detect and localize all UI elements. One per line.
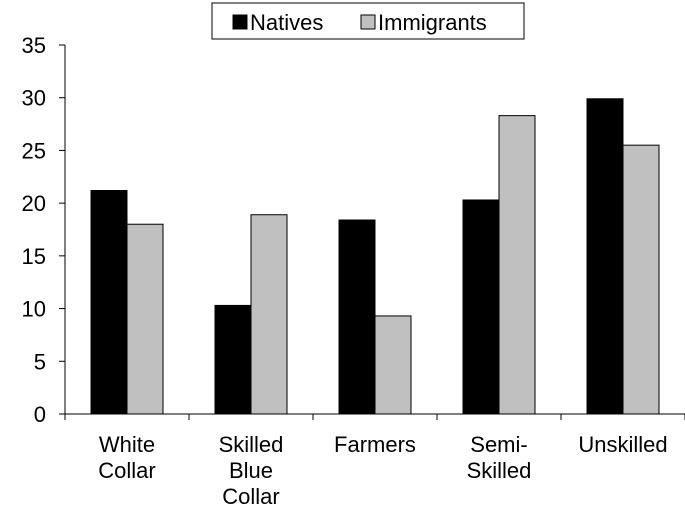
x-tick-label-line: Skilled [467, 458, 532, 483]
y-tick-label: 0 [34, 402, 46, 427]
y-tick-label: 15 [22, 244, 46, 269]
x-tick-label-line: Collar [222, 484, 279, 509]
y-tick-label: 20 [22, 191, 46, 216]
y-tick-label: 35 [22, 33, 46, 58]
legend-swatch-immigrants [360, 14, 376, 30]
x-tick-label-line: Blue [229, 458, 273, 483]
y-tick-label: 5 [34, 349, 46, 374]
legend-label-natives: Natives [250, 10, 323, 35]
bar-immigrants-3 [498, 115, 536, 415]
bar-immigrants-0 [126, 223, 164, 415]
bar-immigrants-4 [622, 144, 660, 415]
bars [90, 98, 660, 415]
bar-immigrants-1 [250, 214, 288, 415]
x-tick-label-line: Unskilled [578, 432, 667, 457]
bar-immigrants-2 [374, 315, 412, 415]
y-tick-label: 30 [22, 86, 46, 111]
x-tick-label-line: Semi- [470, 432, 527, 457]
bar-natives-1 [214, 304, 252, 415]
bar-natives-2 [338, 219, 376, 415]
y-axis: 0 5 10 15 20 25 30 35 [22, 33, 66, 427]
x-tick-label: Semi-Skilled [467, 432, 532, 483]
x-tick-label: Skilled Blue Collar [219, 432, 284, 509]
x-tick-label: Farmers [334, 432, 416, 457]
x-tick-label: White Collar [98, 432, 155, 483]
bar-natives-0 [90, 189, 128, 415]
legend: Natives Immigrants [211, 2, 525, 40]
bar-natives-4 [586, 98, 624, 415]
x-tick-label-line: Skilled [219, 432, 284, 457]
legend-label-immigrants: Immigrants [378, 10, 487, 35]
x-tick-label-line: White [99, 432, 155, 457]
legend-swatch-natives [232, 14, 248, 30]
x-tick-label-line: Farmers [334, 432, 416, 457]
y-tick-label: 25 [22, 138, 46, 163]
x-tick-label: Unskilled [578, 432, 667, 457]
bar-natives-3 [462, 199, 500, 415]
x-tick-label-line: Collar [98, 458, 155, 483]
y-tick-label: 10 [22, 297, 46, 322]
